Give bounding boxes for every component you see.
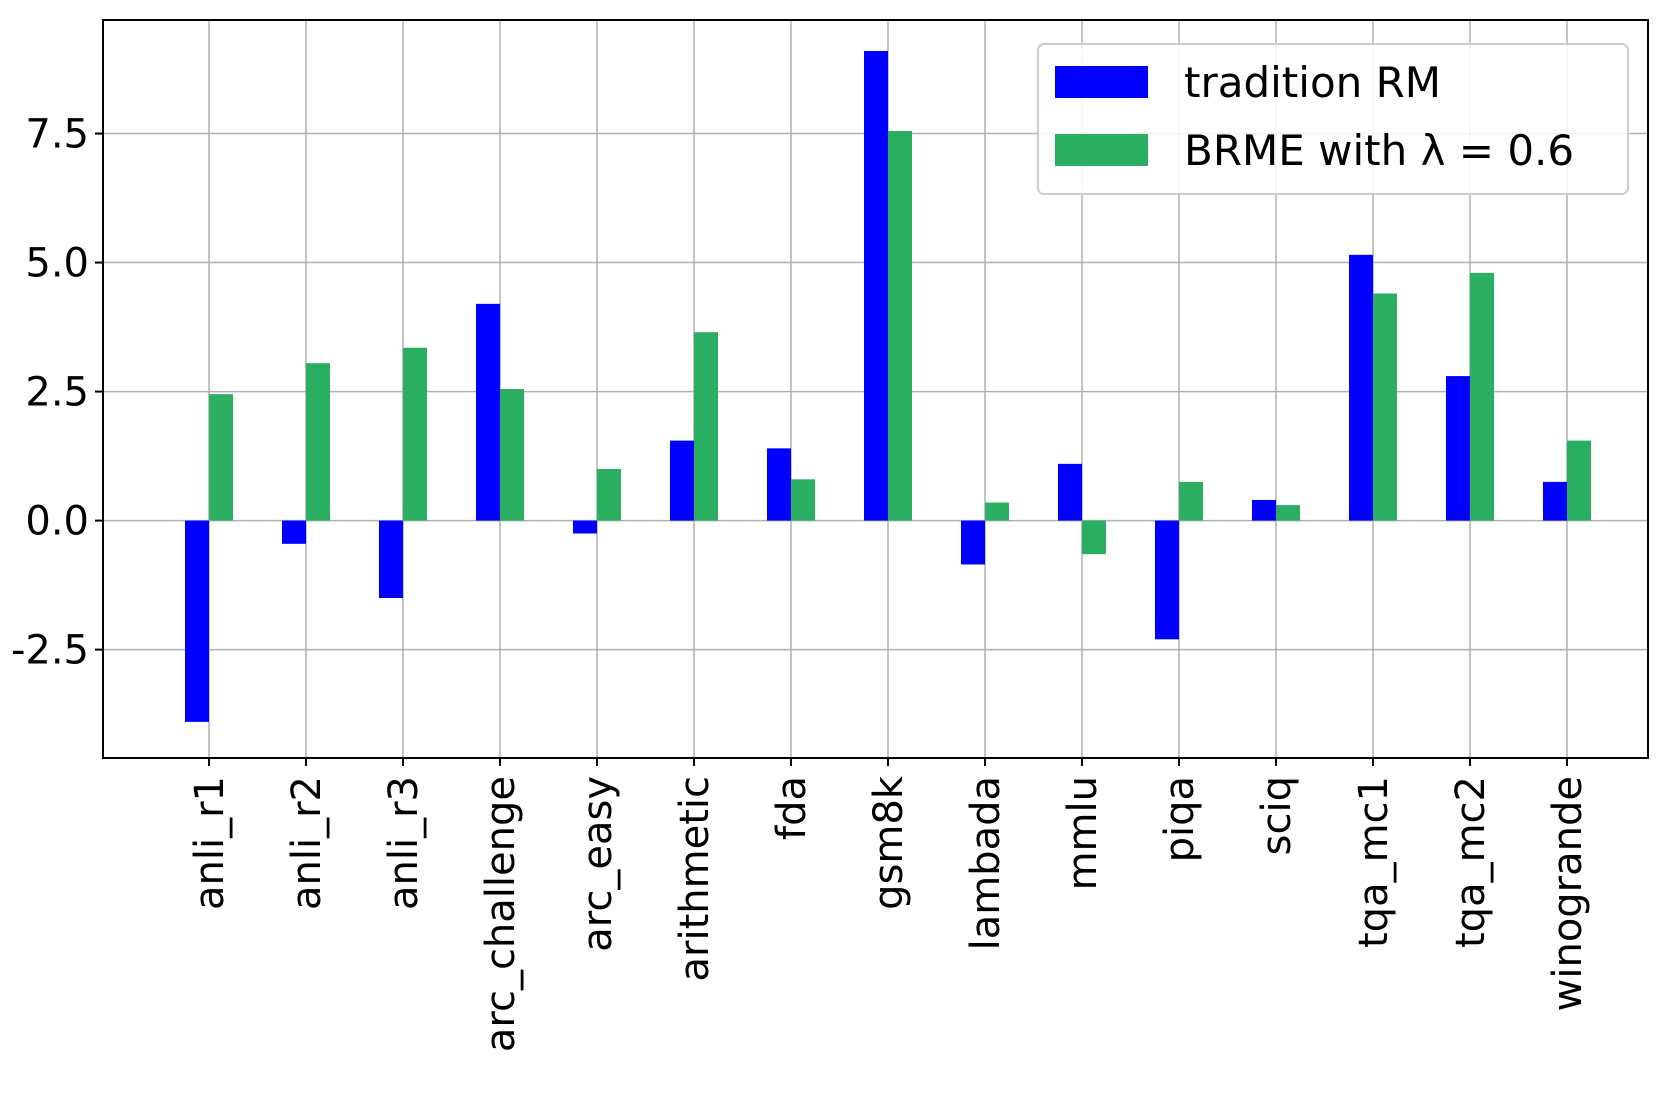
x-tick-label-anli_r1: anli_r1 (187, 776, 233, 910)
legend-swatch (1055, 66, 1148, 98)
bar-brme-mmlu (1082, 520, 1106, 555)
bar-tradition-rm-fda (767, 448, 791, 521)
bar-brme-tqa_mc2 (1470, 272, 1494, 521)
bar-tradition-rm-anli_r2 (282, 520, 306, 544)
x-tick-label-anli_r3: anli_r3 (381, 776, 427, 910)
y-tick-label: 0.0 (25, 499, 89, 545)
x-axis-ticks: anli_r1 anli_r2 anli_r3 arc_challenge arc_ea… (187, 758, 1591, 1052)
bar-brme-gsm8k (888, 130, 912, 521)
bar-tradition-rm-winogrande (1543, 481, 1567, 521)
bar-brme-anli_r3 (403, 347, 427, 521)
x-tick-label-lambada: lambada (963, 776, 1009, 950)
bar-brme-lambada (985, 502, 1009, 521)
bar-tradition-rm-anli_r3 (379, 520, 403, 599)
bar-tradition-rm-arithmetic (670, 440, 694, 521)
y-tick-label: 2.5 (25, 370, 89, 416)
bar-brme-winogrande (1567, 440, 1591, 521)
bar-tradition-rm-anli_r1 (185, 520, 209, 722)
legend-swatch (1055, 134, 1148, 166)
bars (185, 50, 1591, 722)
bar-tradition-rm-mmlu (1058, 463, 1082, 521)
x-tick-label-tqa_mc2: tqa_mc2 (1448, 776, 1494, 948)
bar-tradition-rm-arc_challenge (476, 303, 500, 521)
bar-brme-arc_easy (597, 468, 621, 521)
x-tick-label-anli_r2: anli_r2 (284, 776, 330, 910)
legend-label: BRME with λ = 0.6 (1184, 126, 1574, 175)
bar-brme-arithmetic (694, 332, 718, 521)
bar-brme-fda (791, 479, 815, 521)
bar-brme-sciq (1276, 505, 1300, 521)
x-tick-label-fda: fda (769, 776, 815, 840)
y-tick-label: 5.0 (25, 241, 89, 287)
bar-brme-piqa (1179, 481, 1203, 521)
x-tick-label-arc_challenge: arc_challenge (478, 776, 524, 1052)
x-tick-label-winogrande: winogrande (1545, 776, 1591, 1011)
bar-tradition-rm-tqa_mc1 (1349, 254, 1373, 521)
x-tick-label-mmlu: mmlu (1060, 776, 1106, 890)
legend-box (1037, 43, 1629, 195)
plot-frame (102, 19, 1649, 759)
bar-tradition-rm-gsm8k (864, 50, 888, 521)
bar-tradition-rm-tqa_mc2 (1446, 376, 1470, 521)
bar-brme-arc_challenge (500, 389, 524, 521)
bar-tradition-rm-lambada (961, 520, 985, 565)
x-tick-label-gsm8k: gsm8k (866, 775, 912, 910)
x-tick-label-sciq: sciq (1254, 776, 1300, 855)
bar-tradition-rm-sciq (1252, 499, 1276, 521)
bar-tradition-rm-arc_easy (573, 520, 597, 534)
x-tick-label-tqa_mc1: tqa_mc1 (1351, 776, 1397, 948)
x-tick-label-arc_easy: arc_easy (575, 776, 621, 952)
bar-brme-tqa_mc1 (1373, 293, 1397, 521)
y-tick-label: 7.5 (25, 112, 89, 158)
bar-brme-anli_r2 (306, 363, 330, 521)
x-tick-label-arithmetic: arithmetic (672, 776, 718, 981)
x-tick-label-piqa: piqa (1157, 776, 1203, 862)
y-axis-ticks: -2.5 0.0 2.5 5.0 7.5 (11, 112, 103, 674)
legend-label: tradition RM (1184, 58, 1441, 107)
legend: tradition RM BRME with λ = 0.6 (1037, 43, 1629, 195)
y-tick-label: -2.5 (11, 628, 89, 674)
bar-brme-anli_r1 (209, 394, 233, 521)
bar-tradition-rm-piqa (1155, 520, 1179, 640)
